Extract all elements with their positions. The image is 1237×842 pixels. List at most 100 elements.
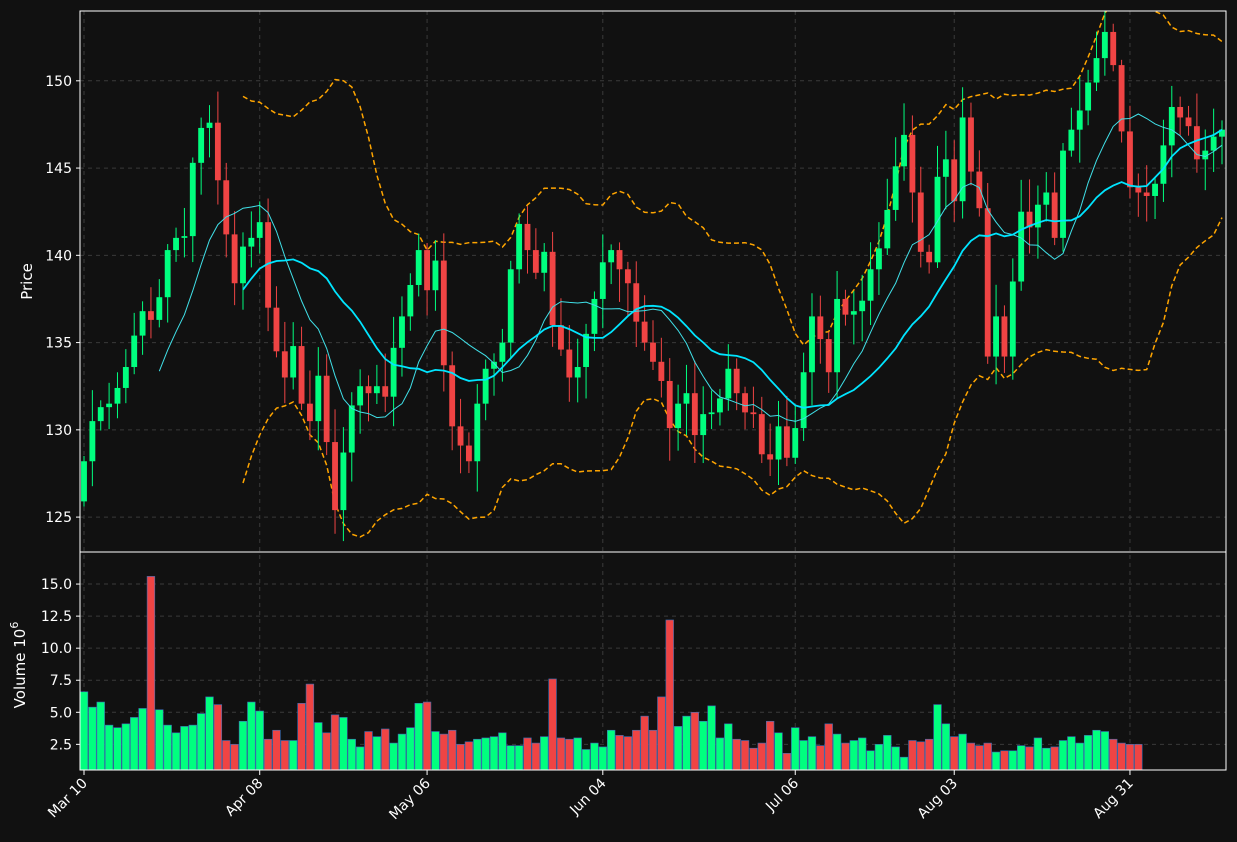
candle [315, 347, 322, 451]
candle [465, 432, 472, 474]
candle [1127, 105, 1133, 199]
volume-bar [1050, 746, 1059, 770]
candle [834, 270, 841, 399]
candle [549, 231, 556, 347]
candle-body [650, 342, 656, 362]
candle [700, 386, 707, 464]
candle [507, 260, 514, 358]
volume-bar [581, 749, 591, 770]
candle [499, 328, 506, 382]
volume-bar [439, 733, 448, 770]
volume-bar [196, 713, 206, 770]
volume-bar [96, 701, 105, 770]
volume-bar [1083, 735, 1093, 770]
candle-body [675, 403, 682, 429]
candle-body [340, 452, 347, 511]
candle-body [549, 251, 556, 326]
candle [926, 244, 933, 274]
volume-bar [648, 729, 658, 770]
candle-body [742, 393, 748, 413]
candle-body [97, 407, 104, 422]
candle-body [951, 159, 958, 202]
volume-bar [514, 745, 524, 770]
x-tick-label: Aug 03 [915, 776, 961, 822]
candle [474, 384, 481, 492]
candle [658, 337, 665, 398]
candle-body [1043, 192, 1050, 205]
price-tick-label: 135 [45, 336, 72, 352]
volume-bar [171, 732, 181, 770]
candle [1160, 119, 1167, 202]
volume-bar [690, 711, 699, 770]
volume-bar [548, 678, 557, 770]
candle-body [909, 134, 916, 193]
volume-bar [623, 736, 633, 770]
candle-body [1135, 187, 1142, 193]
candle [825, 331, 832, 393]
candle [1193, 93, 1200, 173]
candle [223, 162, 230, 258]
volume-bar [355, 746, 365, 770]
volume-bar [222, 740, 231, 770]
candle [89, 390, 96, 487]
volume-bar [322, 732, 331, 770]
candle-body [399, 316, 405, 348]
candle-body [691, 393, 698, 436]
candle-body [641, 321, 648, 343]
candle [942, 130, 949, 210]
upper-band-line [242, 11, 1223, 347]
candle [1009, 258, 1016, 380]
candle-body [491, 361, 497, 369]
candle [951, 140, 958, 222]
candle-body [206, 122, 213, 128]
candle [892, 137, 899, 221]
candle-body [524, 223, 531, 251]
candle [717, 388, 723, 426]
candle [415, 233, 422, 297]
candle-body [290, 346, 297, 378]
x-tick-label: Apr 08 [222, 776, 266, 820]
volume-bar [138, 708, 147, 770]
volume-bar [1000, 750, 1009, 770]
volume-bar [1117, 742, 1126, 770]
candle-body [173, 237, 179, 251]
candle-body [457, 426, 464, 446]
candle [742, 386, 748, 430]
price-axis-title: Price [18, 263, 36, 300]
volume-bar [849, 740, 858, 770]
volume-bar [163, 724, 172, 770]
candle [733, 358, 740, 411]
volume-bar [1075, 742, 1084, 770]
volume-tick-label: 5.0 [50, 705, 72, 721]
candle [1185, 105, 1192, 136]
volume-bar [858, 737, 867, 770]
candle [1076, 77, 1083, 163]
candle-body [867, 269, 874, 301]
volume-bar [782, 753, 792, 770]
candle-body [1051, 192, 1058, 238]
candle-body [1076, 110, 1083, 130]
volume-bar [891, 746, 900, 770]
x-tick-label: Jul 06 [762, 775, 802, 815]
candle-body [934, 176, 941, 263]
volume-bar [866, 750, 875, 770]
candle [156, 279, 163, 328]
candle [206, 105, 213, 158]
volume-tick-label: 2.5 [50, 737, 72, 753]
candle [1026, 179, 1033, 254]
candle-body [265, 222, 272, 308]
candle [1060, 143, 1066, 252]
candle [641, 295, 648, 351]
candle [81, 456, 87, 507]
volume-bar [1134, 744, 1143, 770]
candle-body [825, 339, 832, 373]
volume-bar [1042, 747, 1051, 770]
lower-band-line [242, 217, 1223, 538]
volume-bar [431, 731, 440, 770]
candle-body [574, 367, 581, 378]
volume-bar [155, 709, 164, 770]
volume-bar [699, 720, 708, 770]
candle-body [482, 368, 489, 404]
candle-body [792, 428, 799, 458]
candle [214, 91, 221, 205]
